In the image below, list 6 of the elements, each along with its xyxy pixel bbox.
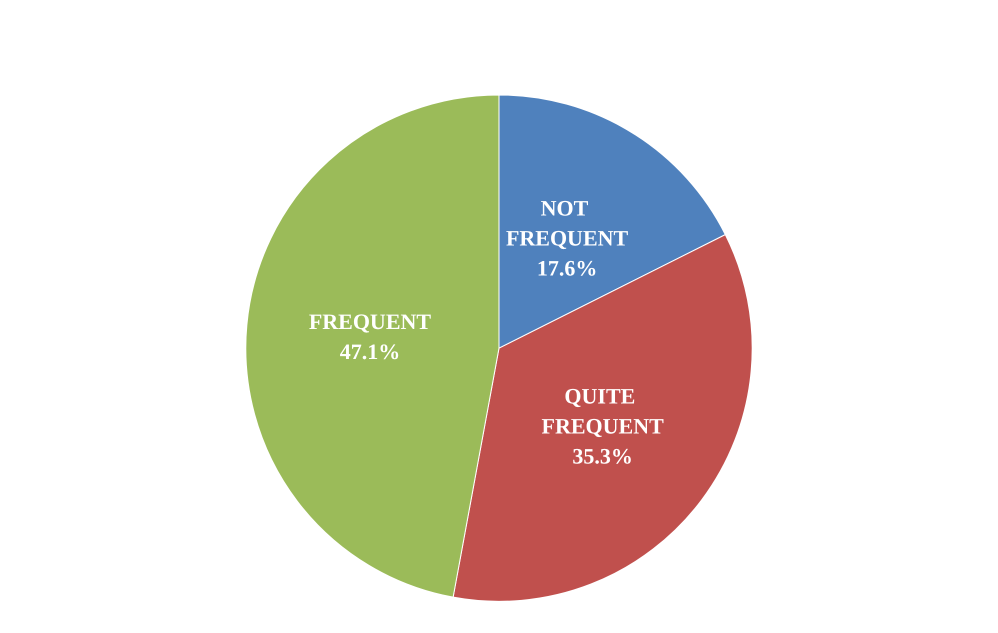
data-label: 17.6% (536, 255, 598, 280)
slice-label: FREQUENT (308, 308, 432, 334)
data-label: 35.3% (572, 443, 633, 468)
data-label: 47.1% (340, 338, 400, 364)
slice-label: QUITE FREQUENT (542, 383, 664, 438)
slice-label: NOT FREQUENT (506, 195, 628, 250)
